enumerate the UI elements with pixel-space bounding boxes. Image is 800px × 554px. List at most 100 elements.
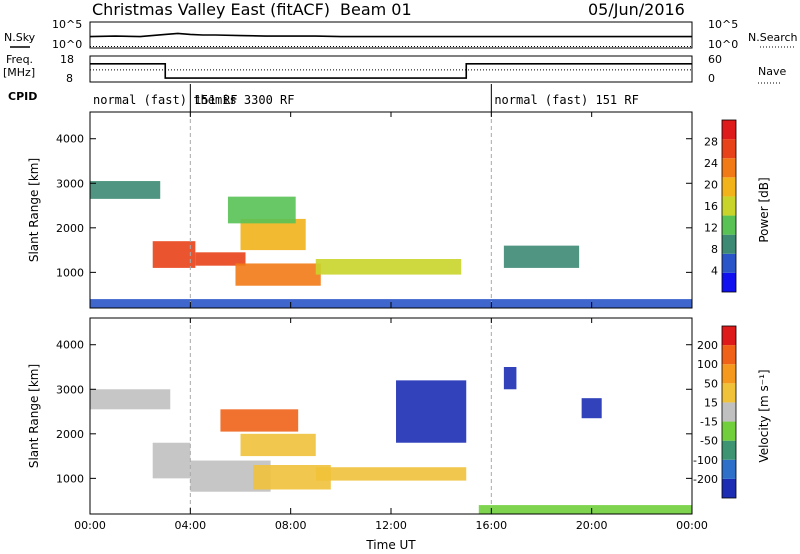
colorbar-swatch bbox=[722, 364, 736, 384]
colorbar-swatch bbox=[722, 139, 736, 159]
colorbar-frame bbox=[721, 325, 737, 499]
y-tick-label: 2000 bbox=[56, 428, 84, 441]
echo-region bbox=[503, 245, 580, 268]
beam-label: Beam 01 bbox=[340, 0, 412, 19]
colorbar-swatch bbox=[722, 383, 736, 403]
velocity-colorbar: 200 100 50 15 -15 -50 -100 -200 bbox=[693, 325, 737, 499]
x-tick-label: 20:00 bbox=[576, 519, 608, 532]
echo-region bbox=[90, 181, 161, 199]
colorbar-tick-label: 200 bbox=[697, 339, 718, 352]
echo-region bbox=[90, 389, 171, 410]
power-axes: 1000 2000 3000 4000 bbox=[56, 112, 693, 308]
colorbar-swatch bbox=[722, 326, 736, 346]
freq-top-tick: 18 bbox=[60, 53, 74, 66]
colorbar-tick-label: 28 bbox=[704, 136, 718, 149]
echo-region bbox=[195, 252, 246, 266]
colorbar-swatch bbox=[722, 234, 736, 254]
date-label: 05/Jun/2016 bbox=[588, 0, 685, 19]
echo-region bbox=[240, 218, 306, 251]
colorbar-tick-label: -15 bbox=[700, 416, 718, 429]
colorbar-swatch bbox=[722, 421, 736, 441]
colorbar-swatch bbox=[722, 177, 736, 197]
colorbar-swatch bbox=[722, 459, 736, 479]
colorbar-swatch bbox=[722, 253, 736, 273]
colorbar-tick-label: 24 bbox=[704, 157, 718, 170]
nsearch-top-tick: 10^5 bbox=[708, 18, 738, 31]
nave-top-tick: 60 bbox=[708, 53, 722, 66]
noise-panel-frame bbox=[89, 21, 693, 49]
freq-label-2: [MHz] bbox=[3, 66, 35, 79]
plot-title: Christmas Valley East (fitACF) bbox=[92, 0, 330, 19]
colorbar-tick-label: 15 bbox=[704, 396, 718, 409]
echo-region bbox=[235, 263, 321, 286]
power-y-axis-label: Slant Range [km] bbox=[27, 158, 41, 262]
colorbar-tick-label: -100 bbox=[693, 454, 718, 467]
colorbar-tick-label: 8 bbox=[711, 243, 718, 256]
colorbar-tick-label: 20 bbox=[704, 179, 718, 192]
nave-bottom-tick: 0 bbox=[708, 72, 715, 85]
velocity-colorbar-label: Velocity [m s⁻¹] bbox=[757, 369, 771, 462]
power-colorbar-label: Power [dB] bbox=[757, 177, 771, 242]
y-tick-label: 3000 bbox=[56, 383, 84, 396]
echo-region bbox=[315, 467, 467, 481]
nsky-label: N.Sky bbox=[4, 31, 36, 44]
frequency-panel-frame bbox=[89, 55, 693, 83]
frequency-series-line bbox=[90, 62, 692, 79]
colorbar-tick-label: -200 bbox=[693, 473, 718, 486]
colorbar-tick-label: 16 bbox=[704, 200, 718, 213]
x-axis-label: Time UT bbox=[365, 538, 416, 552]
y-tick-label: 4000 bbox=[56, 133, 84, 146]
colorbar-swatch bbox=[722, 120, 736, 140]
x-tick-label: 04:00 bbox=[174, 519, 206, 532]
freq-label-1: Freq. bbox=[6, 53, 33, 66]
colorbar-tick-label: 50 bbox=[704, 377, 718, 390]
colorbar-tick-label: 4 bbox=[711, 265, 718, 278]
x-tick-label: 08:00 bbox=[275, 519, 307, 532]
nsky-bottom-tick: 10^0 bbox=[52, 38, 82, 51]
colorbar-swatch bbox=[722, 215, 736, 235]
y-tick-label: 2000 bbox=[56, 222, 84, 235]
echo-region bbox=[227, 196, 296, 224]
noise-series-line bbox=[89, 32, 692, 38]
cpid-segment-label: themis 3300 RF bbox=[193, 93, 294, 107]
cpid-segment-label: normal (fast) 151 RF bbox=[93, 93, 238, 107]
echo-region bbox=[152, 442, 191, 479]
cpid-segment-label: normal (fast) 151 RF bbox=[494, 93, 639, 107]
freq-bottom-tick: 8 bbox=[66, 72, 73, 85]
power-heatmap bbox=[90, 112, 692, 308]
x-tick-label: 00:00 bbox=[676, 519, 708, 532]
nsky-top-tick: 10^5 bbox=[52, 18, 82, 31]
colorbar-swatch bbox=[722, 478, 736, 498]
power-panel-frame bbox=[89, 111, 693, 309]
x-tick-label: 12:00 bbox=[375, 519, 407, 532]
colorbar-swatch bbox=[722, 158, 736, 178]
velocity-heatmap bbox=[90, 318, 692, 514]
colorbar-frame bbox=[721, 119, 737, 293]
echo-region bbox=[478, 505, 692, 514]
nsearch-bottom-tick: 10^0 bbox=[708, 38, 738, 51]
echo-region bbox=[240, 433, 316, 457]
colorbar-swatch bbox=[722, 345, 736, 365]
echo-region bbox=[503, 367, 517, 390]
colorbar-tick-label: 100 bbox=[697, 358, 718, 371]
power-colorbar: 4 8 12 16 20 24 28 bbox=[704, 119, 737, 293]
y-tick-label: 3000 bbox=[56, 177, 84, 190]
velocity-axes: 1000 2000 3000 4000 00:00 04:00 08:00 12:00 16:0… bbox=[56, 318, 708, 532]
colorbar-swatch bbox=[722, 440, 736, 460]
colorbar-swatch bbox=[722, 402, 736, 422]
nsearch-label: N.Search bbox=[748, 31, 798, 44]
cpid-label: CPID bbox=[8, 90, 37, 103]
y-tick-label: 1000 bbox=[56, 472, 84, 485]
y-tick-label: 1000 bbox=[56, 266, 84, 279]
colorbar-tick-label: 12 bbox=[704, 222, 718, 235]
velocity-y-axis-label: Slant Range [km] bbox=[27, 364, 41, 468]
echo-region bbox=[220, 409, 299, 432]
colorbar-tick-label: -50 bbox=[700, 435, 718, 448]
echo-region bbox=[152, 241, 196, 268]
y-tick-label: 4000 bbox=[56, 339, 84, 352]
echo-region bbox=[315, 259, 462, 275]
noise-lines bbox=[89, 32, 692, 47]
echo-region bbox=[581, 398, 602, 419]
